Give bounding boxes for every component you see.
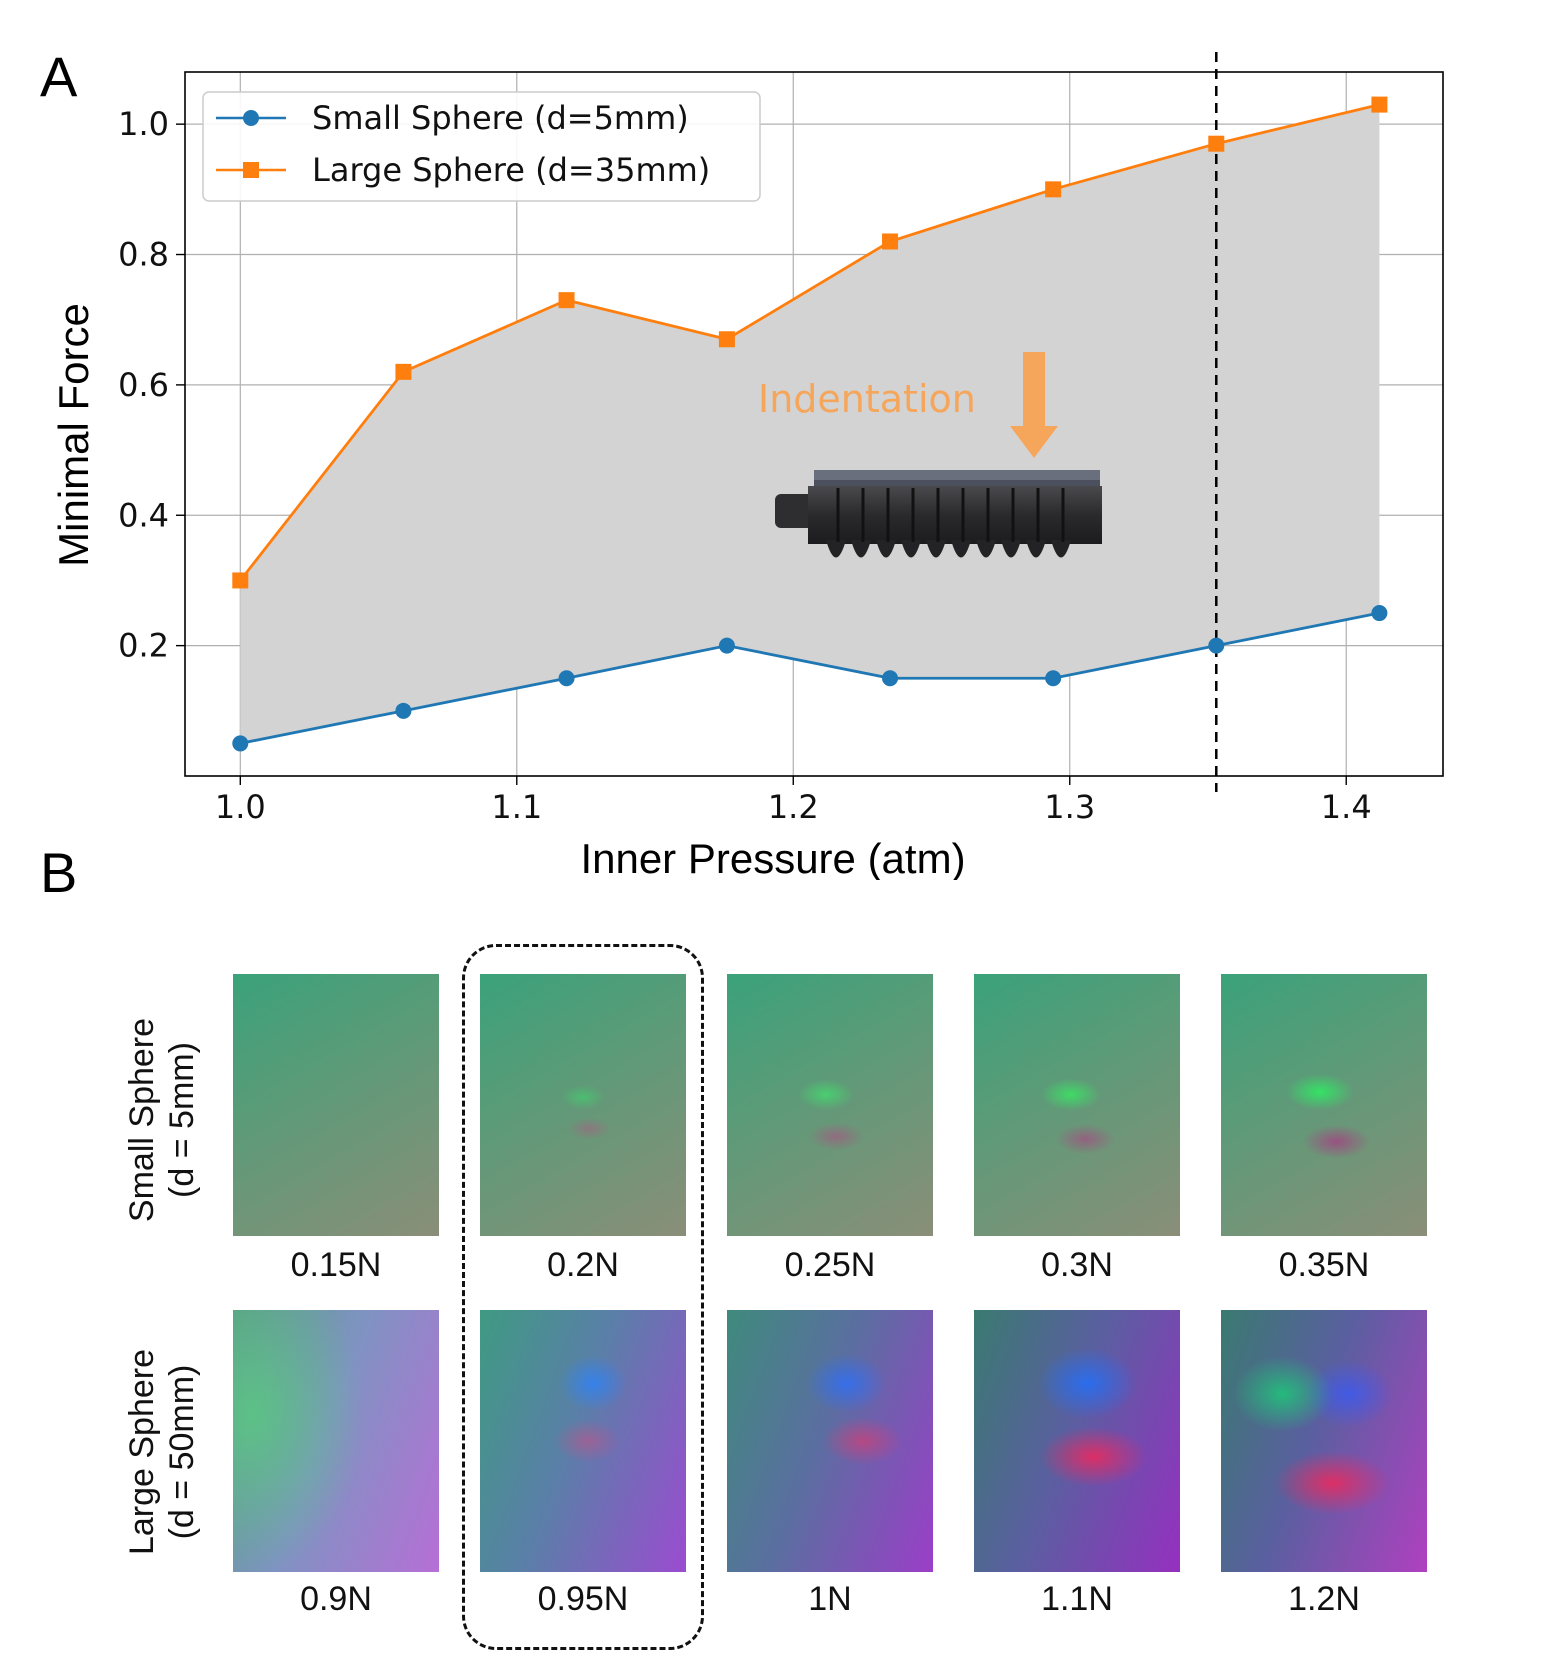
data-point — [395, 363, 412, 380]
legend-label-small: Small Sphere (d=5mm) — [312, 99, 689, 137]
data-point — [395, 702, 412, 719]
data-point — [1045, 670, 1062, 687]
x-tick-label: 1.3 — [1044, 788, 1095, 826]
y-tick-label: 0.6 — [118, 366, 169, 404]
x-tick-label: 1.2 — [768, 788, 819, 826]
y-tick-label: 0.8 — [118, 236, 169, 274]
gripper-sensor-image — [775, 470, 1102, 558]
row-label-large-line1: Large Sphere — [123, 1348, 161, 1556]
tile-label-large-5: 1.2N — [1288, 1580, 1360, 1618]
y-axis-label: Minimal Force — [50, 303, 97, 567]
x-axis-label: Inner Pressure (atm) — [580, 835, 965, 880]
tile-label-large-1: 0.9N — [300, 1580, 372, 1618]
series-line-0 — [240, 611, 1380, 745]
data-point — [558, 670, 575, 687]
tactile-image-large-2 — [480, 1310, 686, 1572]
data-point — [232, 735, 249, 752]
tactile-image-small-4 — [974, 974, 1180, 1236]
y-tick-label: 0.4 — [118, 496, 169, 534]
panel-letter-b: B — [40, 841, 78, 904]
row-label-large-line2: (d = 50mm) — [163, 1364, 201, 1540]
tactile-image-large-1 — [233, 1310, 439, 1572]
data-point — [1208, 135, 1225, 152]
data-point — [1045, 181, 1062, 198]
plot-border — [184, 71, 1444, 777]
x-tick-label: 1.4 — [1321, 788, 1372, 826]
series-line-1 — [239, 103, 1380, 582]
x-tick-label: 1.0 — [215, 788, 266, 826]
highlight-dashed-box — [462, 944, 704, 1650]
tile-label-small-2: 0.2N — [547, 1246, 619, 1284]
x-axis: 1.0 1.1 1.2 1.3 1.4 — [215, 776, 1372, 826]
tactile-image-small-1 — [233, 974, 439, 1236]
y-tick-label: 1.0 — [118, 105, 169, 143]
tile-label-small-5: 0.35N — [1278, 1246, 1370, 1284]
tactile-image-large-5 — [1221, 1310, 1427, 1572]
tactile-image-large-3 — [727, 1310, 933, 1572]
data-point — [882, 670, 899, 687]
tactile-image-small-3 — [727, 974, 933, 1236]
legend-entry-large: Large Sphere (d=35mm) — [216, 151, 710, 189]
fill-between-area — [240, 104, 1380, 744]
data-point — [718, 331, 735, 348]
tactile-image-small-5 — [1221, 974, 1427, 1236]
y-axis: 0.2 0.4 0.6 0.8 1.0 — [118, 105, 185, 665]
x-tick-label: 1.1 — [491, 788, 542, 826]
tile-label-large-4: 1.1N — [1041, 1580, 1113, 1618]
data-point — [1208, 637, 1225, 654]
legend-label-large: Large Sphere (d=35mm) — [312, 151, 710, 189]
data-point — [1371, 96, 1388, 113]
tile-label-small-4: 0.3N — [1041, 1246, 1113, 1284]
tile-label-small-3: 0.25N — [784, 1246, 876, 1284]
legend: Small Sphere (d=5mm) Large Sphere (d=35m… — [202, 91, 761, 202]
tactile-image-large-4 — [974, 1310, 1180, 1572]
y-tick-label: 0.2 — [118, 627, 169, 665]
tile-label-large-2: 0.95N — [537, 1580, 629, 1618]
data-point — [558, 292, 575, 309]
tactile-image-small-2 — [480, 974, 686, 1236]
tile-label-small-1: 0.15N — [290, 1246, 382, 1284]
data-point — [882, 233, 899, 250]
data-point — [232, 572, 249, 589]
line-chart: 1.0 1.1 1.2 1.3 1.4 0.2 0.4 0.6 0.8 1.0 — [50, 52, 1444, 880]
data-point — [718, 637, 735, 654]
data-point — [1371, 605, 1388, 622]
indentation-arrow-icon — [1010, 352, 1058, 458]
tile-label-large-3: 1N — [808, 1580, 852, 1618]
series-layer — [232, 96, 1388, 752]
legend-entry-small: Small Sphere (d=5mm) — [216, 99, 689, 137]
panel-letter-a: A — [40, 45, 78, 108]
row-label-large-sphere: Large Sphere (d = 50mm) — [122, 1332, 202, 1572]
indentation-annotation: Indentation — [758, 377, 976, 421]
row-label-small-sphere: Small Sphere (d = 5mm) — [122, 1000, 202, 1240]
row-label-small-line2: (d = 5mm) — [163, 1042, 201, 1198]
row-label-small-line1: Small Sphere — [123, 1017, 161, 1223]
